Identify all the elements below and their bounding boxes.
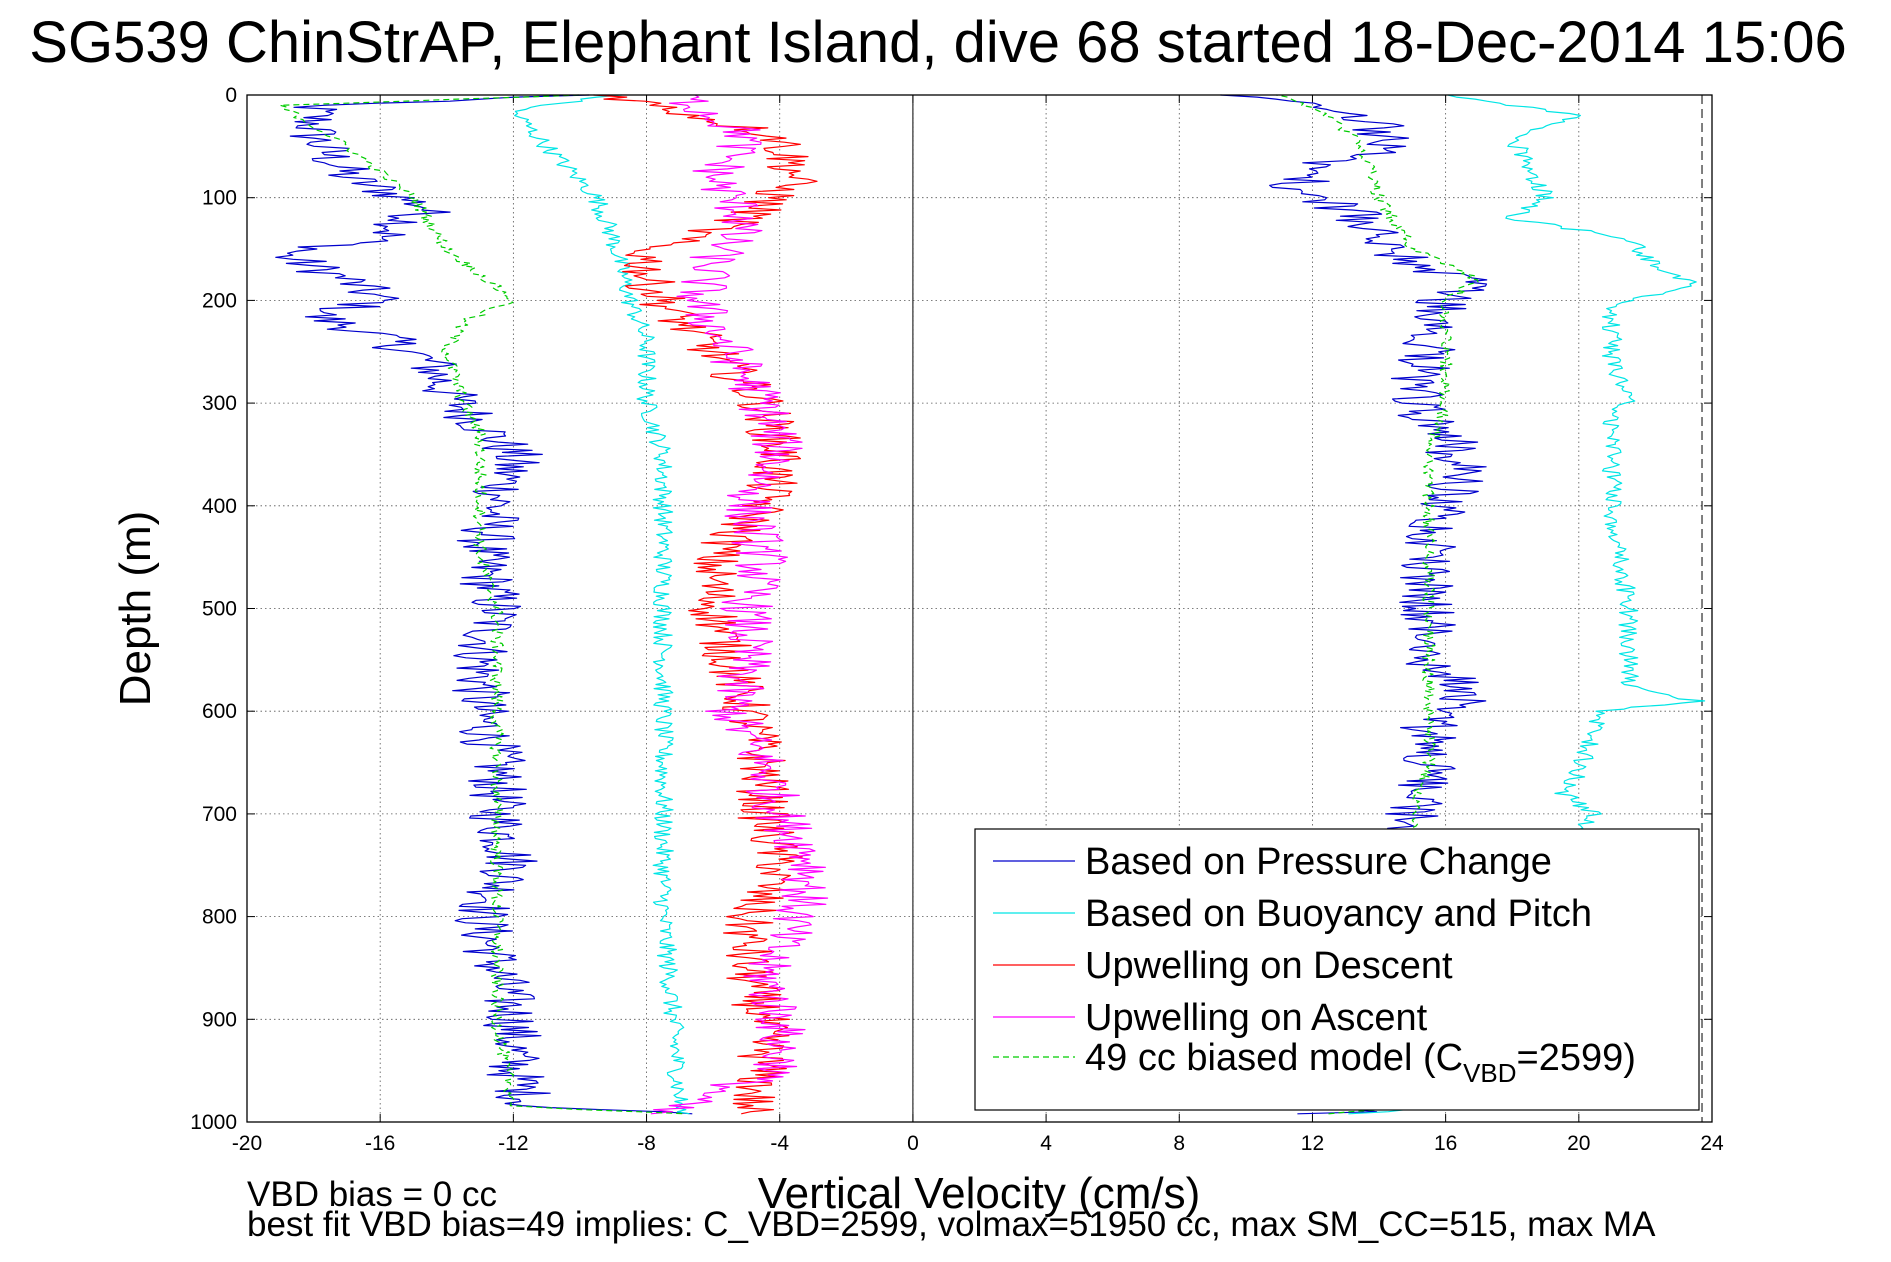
series-4-descent-line — [650, 94, 829, 1115]
x-tick-label: 0 — [907, 1132, 919, 1155]
y-tick-label: 1000 — [190, 1111, 237, 1134]
x-tick-label: -16 — [365, 1132, 395, 1155]
plot-frame — [246, 94, 1713, 1123]
x-axis-label: Vertical Velocity (cm/s) — [758, 1169, 1201, 1218]
y-tick-label: 100 — [202, 187, 237, 210]
x-tick-label: -20 — [232, 1132, 262, 1155]
y-tick-label: 400 — [202, 495, 237, 518]
x-tick-label: 20 — [1567, 1132, 1590, 1155]
chart-title: SG539 ChinStrAP, Elephant Island, dive 6… — [29, 10, 1846, 75]
x-tick-label: -4 — [770, 1132, 789, 1155]
series-3-descent-line — [593, 94, 818, 1115]
legend-entry: 49 cc biased model (CVBD=2599) — [1085, 1037, 1636, 1088]
series-4 — [650, 94, 829, 1115]
y-tick-label: 0 — [225, 84, 237, 107]
legend: Based on Pressure Change Based on Buoyanc… — [974, 828, 1700, 1111]
legend-entry: Based on Buoyancy and Pitch — [1085, 893, 1592, 935]
grid — [247, 95, 1712, 1122]
series-5-descent-line — [279, 94, 686, 1115]
series-3 — [593, 94, 818, 1115]
legend-entry: Based on Pressure Change — [1085, 841, 1552, 883]
x-tick-label: -8 — [637, 1132, 656, 1155]
y-tick-label: 300 — [202, 392, 237, 415]
legend-entry: Upwelling on Ascent — [1085, 997, 1428, 1039]
footer-vbd-bias: VBD bias = 0 cc — [247, 1175, 497, 1214]
y-tick-label: 900 — [202, 1008, 237, 1031]
footer-best-fit: best fit VBD bias=49 implies: C_VBD=2599… — [247, 1205, 1656, 1244]
y-tick-label: 700 — [202, 803, 237, 826]
y-tick-label: 800 — [202, 906, 237, 929]
x-tick-label: -12 — [498, 1132, 528, 1155]
y-axis-label: Depth (m) — [111, 511, 160, 707]
x-tick-label: 8 — [1173, 1132, 1185, 1155]
x-tick-label: 24 — [1700, 1132, 1724, 1155]
legend-box — [974, 828, 1700, 1111]
x-tick-label: 12 — [1301, 1132, 1324, 1155]
y-axis-ticks: 0 100 200 300 400 500 600 700 800 900 1000 — [190, 84, 1712, 1134]
y-tick-label: 500 — [202, 598, 237, 621]
x-axis-ticks: -20 -16 -12 -8 -4 0 4 8 12 16 20 24 — [232, 95, 1724, 1155]
series-2-descent-line — [514, 94, 690, 1115]
x-tick-label: 4 — [1040, 1132, 1052, 1155]
legend-entry: Upwelling on Descent — [1085, 945, 1453, 987]
series-1-descent-line — [275, 94, 693, 1115]
y-tick-label: 600 — [202, 700, 237, 723]
y-tick-label: 200 — [202, 289, 237, 312]
x-tick-label: 16 — [1434, 1132, 1457, 1155]
